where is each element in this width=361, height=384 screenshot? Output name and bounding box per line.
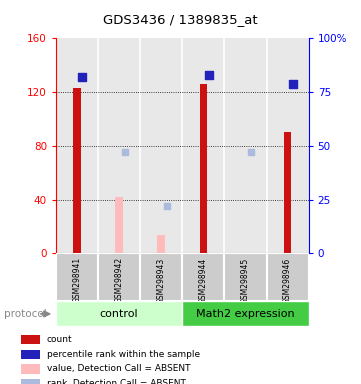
Bar bbox=[200, 84, 207, 253]
Text: rank, Detection Call = ABSENT: rank, Detection Call = ABSENT bbox=[47, 379, 186, 384]
Point bbox=[79, 74, 85, 80]
Bar bbox=[266, 253, 309, 301]
Bar bbox=[115, 197, 123, 253]
Bar bbox=[182, 253, 225, 301]
Bar bbox=[182, 301, 309, 326]
Bar bbox=[225, 253, 266, 301]
Text: control: control bbox=[100, 309, 138, 319]
Point bbox=[206, 72, 212, 78]
Bar bbox=[21, 364, 40, 374]
Point bbox=[290, 81, 296, 87]
Bar bbox=[73, 88, 81, 253]
Bar bbox=[21, 335, 40, 344]
Bar bbox=[21, 349, 40, 359]
Text: count: count bbox=[47, 335, 73, 344]
Point bbox=[164, 203, 170, 209]
Point bbox=[248, 149, 254, 156]
Text: protocol: protocol bbox=[4, 309, 46, 319]
Bar bbox=[56, 301, 182, 326]
Bar bbox=[21, 379, 40, 384]
Bar bbox=[157, 235, 165, 253]
Text: Math2 expression: Math2 expression bbox=[196, 309, 295, 319]
Bar bbox=[140, 253, 182, 301]
Bar bbox=[284, 132, 291, 253]
Text: GSM298946: GSM298946 bbox=[283, 257, 292, 303]
Text: GSM298942: GSM298942 bbox=[115, 257, 123, 303]
Text: GSM298944: GSM298944 bbox=[199, 257, 208, 303]
Bar bbox=[56, 253, 98, 301]
Text: value, Detection Call = ABSENT: value, Detection Call = ABSENT bbox=[47, 364, 190, 373]
Point bbox=[122, 149, 127, 156]
Text: percentile rank within the sample: percentile rank within the sample bbox=[47, 350, 200, 359]
Text: GSM298943: GSM298943 bbox=[157, 257, 166, 303]
Text: GDS3436 / 1389835_at: GDS3436 / 1389835_at bbox=[103, 13, 258, 26]
Bar bbox=[98, 253, 140, 301]
Text: GSM298941: GSM298941 bbox=[73, 257, 82, 303]
Text: GSM298945: GSM298945 bbox=[241, 257, 250, 303]
